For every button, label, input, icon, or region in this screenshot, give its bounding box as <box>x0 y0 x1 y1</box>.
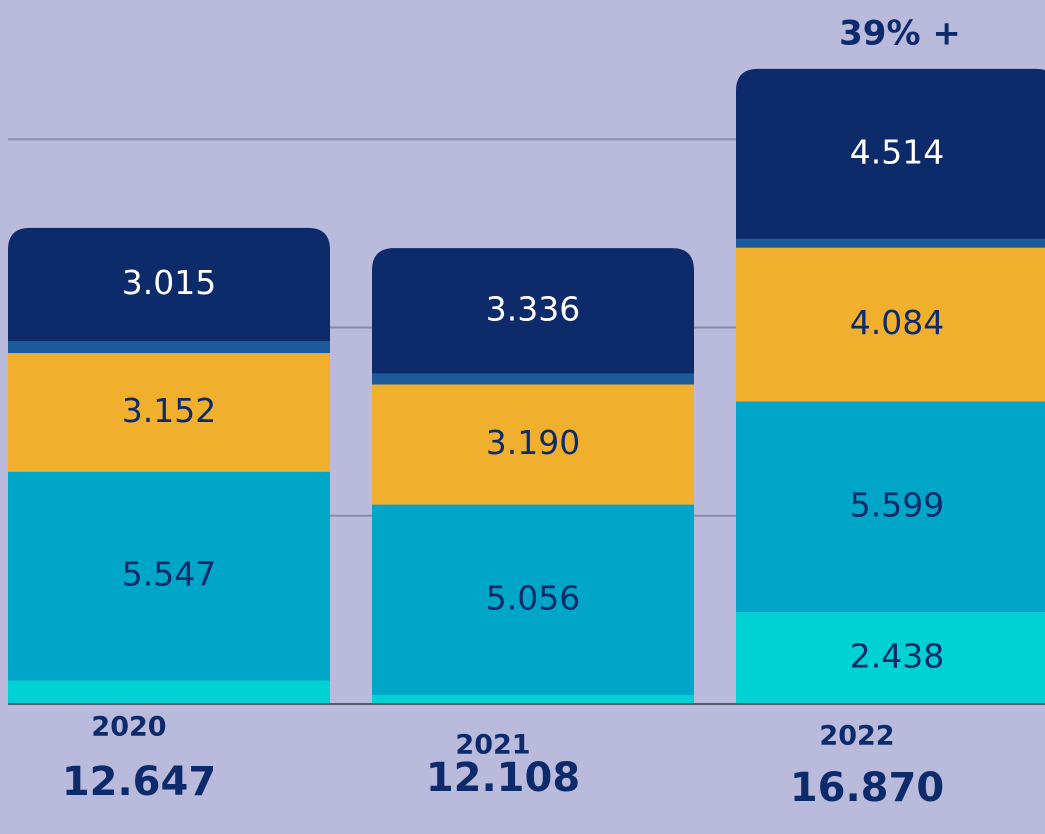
value-label: 3.190 <box>486 423 580 462</box>
bar-segment <box>736 238 1045 248</box>
bar-segment <box>8 341 330 354</box>
bar-segment <box>8 353 330 472</box>
x-tick-label: 2022 <box>819 721 894 752</box>
bar-segment <box>736 68 1045 239</box>
value-label: 2.438 <box>850 637 944 676</box>
x-tick-label: 2020 <box>91 712 166 743</box>
bar-segment <box>372 384 694 505</box>
value-label: 5.547 <box>122 555 216 594</box>
bar-segment <box>736 401 1045 613</box>
bar-segment <box>736 612 1045 704</box>
value-label: 5.056 <box>486 578 580 617</box>
value-label: 3.152 <box>122 391 216 430</box>
value-label: 3.336 <box>486 289 580 328</box>
x-tick-label: 2021 <box>455 730 530 761</box>
value-label: 4.514 <box>850 132 944 171</box>
bar-segment <box>8 680 330 704</box>
bar-segment <box>8 471 330 681</box>
bar-segment <box>372 694 694 704</box>
total-label: 12.647 <box>62 759 216 805</box>
bar-segment <box>736 247 1045 402</box>
bar-segment <box>372 504 694 695</box>
value-label: 3.015 <box>122 263 216 302</box>
bar-segment <box>372 373 694 385</box>
annotation: 39% + <box>839 14 961 54</box>
bar-segment <box>8 227 330 342</box>
bar-segment <box>372 248 694 374</box>
value-label: 4.084 <box>850 303 944 342</box>
total-label: 16.870 <box>790 765 944 811</box>
value-label: 5.599 <box>850 485 944 524</box>
total-label: 12.108 <box>426 755 580 801</box>
